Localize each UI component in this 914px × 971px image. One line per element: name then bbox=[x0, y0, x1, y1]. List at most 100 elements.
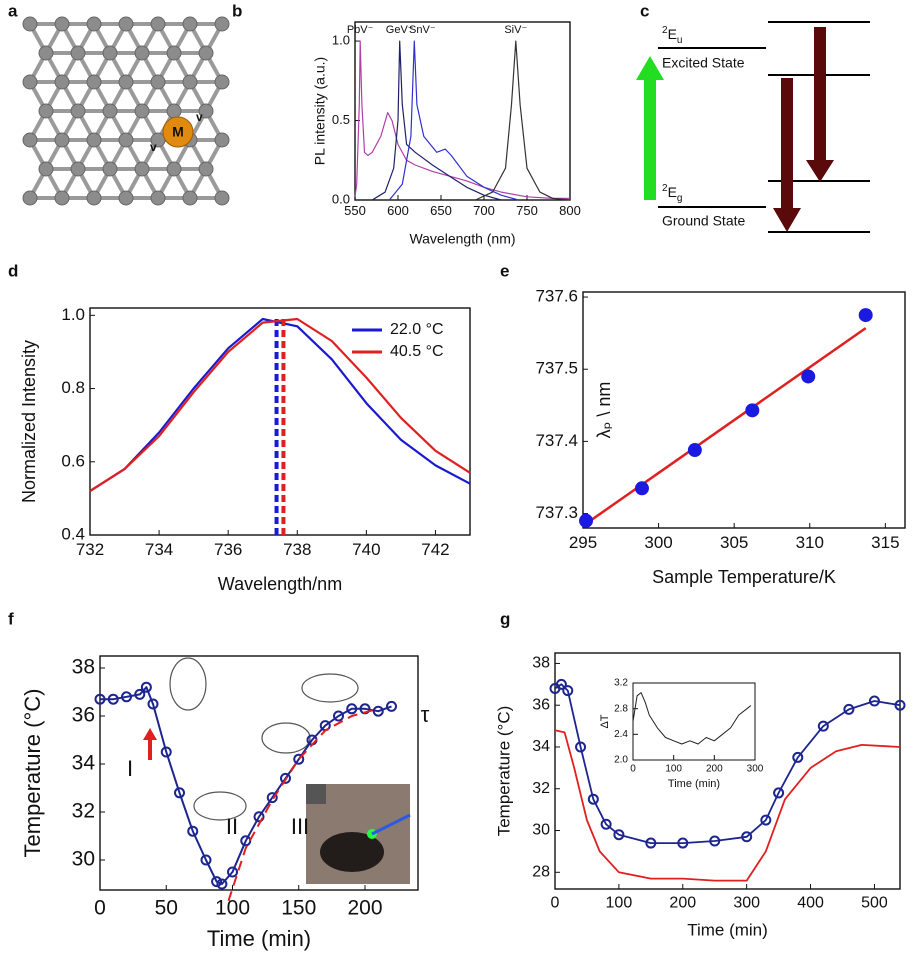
data-point bbox=[645, 837, 657, 849]
level-label: Excited State bbox=[662, 55, 745, 71]
atom bbox=[134, 103, 150, 119]
y-tick-label: 2.4 bbox=[614, 729, 628, 740]
data-point bbox=[741, 831, 753, 843]
peak-label: SiV⁻ bbox=[504, 24, 527, 36]
emission-arrow bbox=[773, 78, 801, 232]
atom bbox=[22, 132, 38, 148]
data-point bbox=[94, 693, 106, 705]
atom bbox=[182, 16, 198, 32]
x-tick-label: 750 bbox=[516, 203, 538, 218]
annotation: I bbox=[127, 756, 133, 781]
x-tick-label: 800 bbox=[559, 203, 581, 218]
y-axis-label: λₚ \ nm bbox=[594, 382, 614, 439]
annotation: II bbox=[226, 814, 238, 839]
data-point bbox=[709, 835, 721, 847]
atom bbox=[86, 74, 102, 90]
atom bbox=[182, 74, 198, 90]
data-point bbox=[200, 854, 212, 866]
x-tick-label: 736 bbox=[214, 540, 242, 559]
y-tick-label: 34 bbox=[72, 752, 96, 775]
fit-line bbox=[582, 327, 867, 527]
photo-fiber bbox=[371, 813, 411, 836]
atom bbox=[38, 45, 54, 61]
atom bbox=[70, 103, 86, 119]
data-point bbox=[160, 746, 172, 758]
panel-label: f bbox=[8, 609, 14, 628]
vacancy-label: v bbox=[196, 110, 203, 124]
x-tick-label: 150 bbox=[281, 896, 316, 919]
data-point bbox=[587, 793, 599, 805]
y-axis-label: Temperature (°C) bbox=[494, 706, 513, 837]
annotation: τ bbox=[421, 702, 430, 727]
x-tick-label: 0 bbox=[551, 895, 560, 912]
y-axis-label: Temperature (°C) bbox=[20, 689, 45, 858]
data-point bbox=[773, 787, 785, 799]
inset-background bbox=[633, 683, 755, 760]
x-tick-label: 650 bbox=[430, 203, 452, 218]
atom bbox=[150, 16, 166, 32]
plot-frame bbox=[354, 21, 571, 201]
atom bbox=[54, 190, 70, 206]
y-tick-label: 737.4 bbox=[535, 431, 578, 450]
mouse-sketch bbox=[301, 673, 359, 703]
panel-label: b bbox=[232, 1, 242, 20]
atom bbox=[102, 161, 118, 177]
dopant-atom bbox=[162, 116, 194, 148]
data-point bbox=[745, 403, 760, 418]
data-point bbox=[211, 876, 223, 888]
x-tick-label: 100 bbox=[606, 895, 633, 912]
x-tick-label: 315 bbox=[871, 533, 899, 552]
data-point bbox=[687, 443, 702, 458]
y-tick-label: 38 bbox=[532, 655, 550, 672]
atom bbox=[214, 16, 230, 32]
term-sub: u bbox=[677, 35, 683, 46]
photo-mouse bbox=[320, 832, 384, 872]
energy-diagram: c 2Eu Excited State 2Eg Ground State bbox=[636, 1, 870, 233]
panel-label: a bbox=[8, 1, 18, 20]
atom bbox=[54, 74, 70, 90]
series-line bbox=[89, 317, 471, 493]
data-point bbox=[266, 792, 278, 804]
data-point bbox=[843, 703, 855, 715]
data-point bbox=[555, 678, 567, 690]
data-point bbox=[760, 814, 772, 826]
x-tick-label: 400 bbox=[797, 895, 824, 912]
data-point bbox=[293, 753, 305, 765]
data-point bbox=[147, 698, 159, 710]
y-tick-label: 0.4 bbox=[61, 524, 85, 543]
x-axis-label: Time (min) bbox=[668, 778, 720, 790]
legend-label: 22.0 °C bbox=[390, 321, 444, 338]
x-tick-label: 310 bbox=[796, 533, 824, 552]
mouse-sketches bbox=[169, 657, 359, 821]
y-tick-label: 0.0 bbox=[332, 191, 350, 206]
x-axis-label: Time (min) bbox=[687, 920, 768, 939]
lattice-image bbox=[22, 16, 230, 206]
photo-corner bbox=[306, 784, 326, 804]
atom bbox=[182, 190, 198, 206]
data-point bbox=[575, 741, 587, 753]
atom bbox=[38, 161, 54, 177]
panel-label: g bbox=[500, 609, 510, 628]
atom bbox=[166, 103, 182, 119]
x-tick-label: 300 bbox=[747, 764, 764, 775]
series-line bbox=[89, 317, 471, 493]
series-line bbox=[227, 707, 379, 902]
data-point bbox=[253, 811, 265, 823]
atom bbox=[198, 45, 214, 61]
atom bbox=[22, 74, 38, 90]
data-point bbox=[280, 772, 291, 784]
series-line bbox=[100, 686, 392, 885]
plot-frame bbox=[89, 307, 471, 536]
x-tick-label: 0 bbox=[94, 896, 106, 919]
term-sub: g bbox=[677, 193, 683, 204]
x-tick-label: 700 bbox=[473, 203, 495, 218]
y-tick-label: 0.5 bbox=[332, 112, 350, 127]
plot-frame bbox=[99, 655, 419, 891]
atom bbox=[150, 74, 166, 90]
y-tick-label: 1.0 bbox=[61, 305, 85, 324]
x-tick-label: 200 bbox=[347, 896, 382, 919]
term-symbol: 2Eu bbox=[662, 25, 682, 46]
atom bbox=[54, 16, 70, 32]
y-tick-label: 28 bbox=[532, 864, 550, 881]
x-axis-label: Wavelength/nm bbox=[218, 574, 342, 594]
